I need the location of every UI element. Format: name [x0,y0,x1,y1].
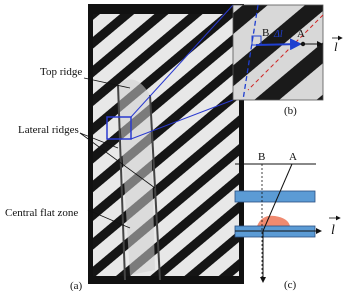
zoom-box [106,116,132,140]
vector-label: l [334,39,338,54]
leader [87,209,131,229]
point-label: A [297,28,305,40]
photo [88,4,244,284]
displacement-label: Δl [273,29,283,40]
caption: (c) [284,279,297,291]
diagram [234,163,322,283]
label: Top ridge [40,66,82,78]
caption: (b) [284,105,297,117]
zoom-line [130,4,234,118]
label: Lateral ridges [18,124,79,136]
zoom-line [130,99,234,140]
caption: (a) [70,280,83,291]
inset [232,4,324,101]
leader [79,132,156,189]
vector-label: l [331,223,335,238]
point-label: B [262,27,269,39]
label: Central flat zone [5,207,78,219]
leader [83,77,131,89]
leader [79,132,119,149]
point-label: B [258,151,265,163]
point-label: A [289,151,297,163]
